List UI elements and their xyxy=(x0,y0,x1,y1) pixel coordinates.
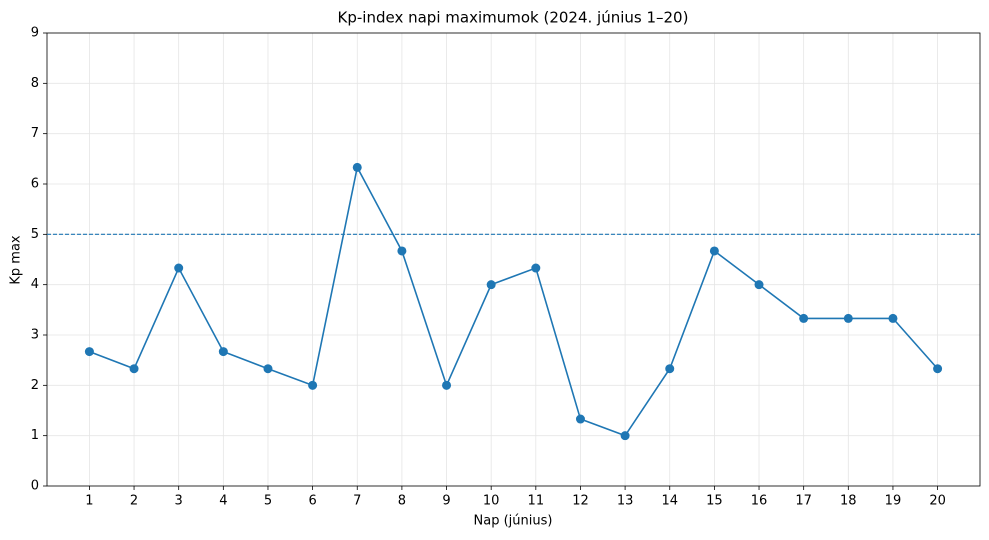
x-tick-label: 10 xyxy=(483,494,500,509)
y-tick-label: 9 xyxy=(31,26,39,41)
x-tick-label: 17 xyxy=(795,494,812,509)
data-point xyxy=(665,364,675,374)
y-axis-label: Kp max xyxy=(9,235,24,285)
x-tick-label: 1 xyxy=(85,494,93,509)
data-point xyxy=(933,364,943,374)
data-point xyxy=(575,414,585,424)
x-tick-label: 20 xyxy=(929,494,946,509)
y-tick-label: 5 xyxy=(31,227,39,242)
y-tick-label: 1 xyxy=(31,428,39,443)
x-axis-label: Nap (június) xyxy=(474,514,553,529)
y-tick-label: 0 xyxy=(31,479,39,494)
plot-frame xyxy=(46,32,981,487)
x-tick-label: 7 xyxy=(353,494,361,509)
data-point xyxy=(308,380,318,390)
x-tick-label: 8 xyxy=(398,494,406,509)
x-tick-label: 16 xyxy=(751,494,768,509)
chart-title: Kp-index napi maximumok (2024. június 1–… xyxy=(338,9,689,27)
x-tick-label: 2 xyxy=(130,494,138,509)
x-tick-label: 15 xyxy=(706,494,723,509)
y-tick-label: 8 xyxy=(31,76,39,91)
data-point xyxy=(129,364,139,374)
data-point xyxy=(888,313,898,323)
x-tick-label: 18 xyxy=(840,494,857,509)
x-tick-label: 4 xyxy=(219,494,227,509)
data-point xyxy=(531,263,541,273)
x-tick-label: 11 xyxy=(528,494,545,509)
y-tick-label: 4 xyxy=(31,277,39,292)
x-tick-label: 14 xyxy=(661,494,678,509)
data-point xyxy=(754,280,764,290)
data-point xyxy=(84,347,94,357)
y-tick-label: 2 xyxy=(31,378,39,393)
data-line xyxy=(89,165,939,437)
data-point xyxy=(442,380,452,390)
data-point xyxy=(799,313,809,323)
x-tick-label: 9 xyxy=(442,494,450,509)
data-point xyxy=(709,246,719,256)
x-tick-label: 13 xyxy=(617,494,634,509)
data-point xyxy=(263,364,273,374)
data-point xyxy=(218,347,228,357)
x-tick-label: 3 xyxy=(175,494,183,509)
x-tick-label: 5 xyxy=(264,494,272,509)
x-tick-label: 19 xyxy=(885,494,902,509)
x-tick-label: 12 xyxy=(572,494,589,509)
data-point xyxy=(397,246,407,256)
data-point xyxy=(486,280,496,290)
data-point xyxy=(352,162,362,172)
data-point xyxy=(843,313,853,323)
x-tick-label: 6 xyxy=(308,494,316,509)
data-point xyxy=(174,263,184,273)
data-point xyxy=(620,431,630,441)
y-tick-label: 3 xyxy=(31,328,39,343)
y-tick-label: 7 xyxy=(31,126,39,141)
y-tick-label: 6 xyxy=(31,177,39,192)
